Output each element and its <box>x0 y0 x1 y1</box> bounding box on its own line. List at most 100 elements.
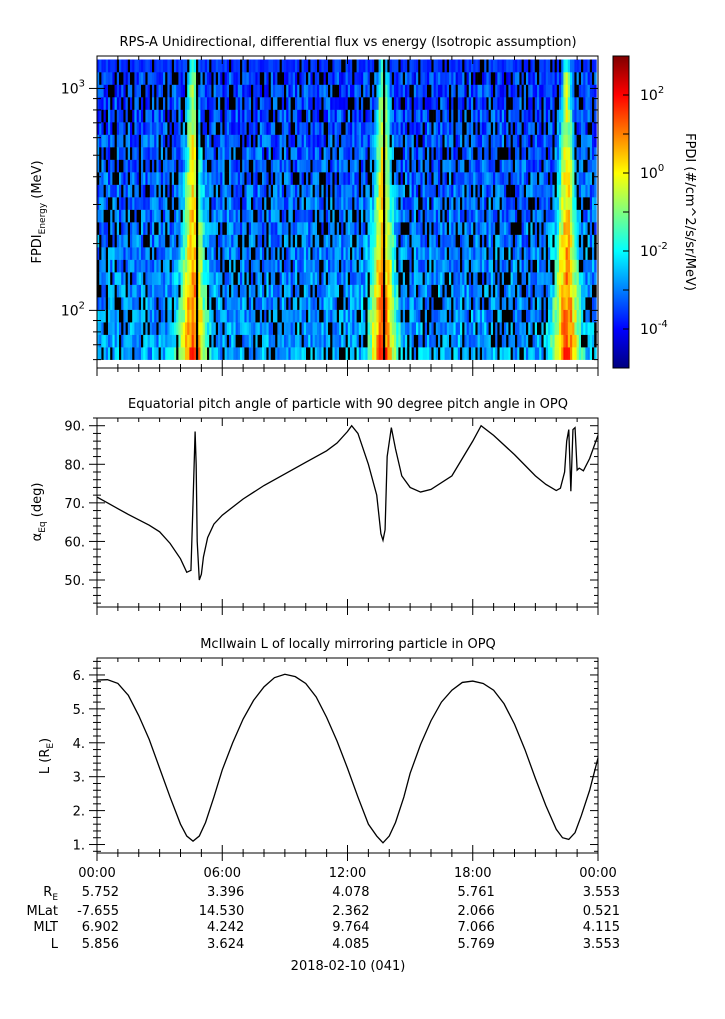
spectrogram-cell <box>277 334 280 348</box>
spectrogram-cell <box>253 184 256 198</box>
spectrogram-cell <box>405 272 408 285</box>
spectrogram-cell <box>385 234 388 248</box>
spectrogram-cell <box>528 234 531 248</box>
spectrogram-cell <box>429 184 432 198</box>
spectrogram-cell <box>163 222 166 235</box>
spectrogram-cell <box>464 322 467 335</box>
spectrogram-cell <box>534 97 538 110</box>
spectrogram-cell <box>114 272 118 285</box>
spectrogram-cell <box>550 97 553 110</box>
spectrogram-cell <box>121 84 124 98</box>
spectrogram-cell <box>158 247 162 260</box>
spectrogram-cell <box>534 159 538 173</box>
spectrogram-cell <box>339 172 342 185</box>
spectrogram-cell <box>138 197 142 210</box>
spectrogram-cell <box>246 172 250 185</box>
spectrogram-cell <box>394 134 397 148</box>
spectrogram-cell <box>477 297 481 310</box>
spectrogram-cell <box>187 297 190 310</box>
spectrogram-cell <box>482 234 485 248</box>
spectrogram-cell <box>112 159 115 173</box>
spectrogram-cell <box>218 322 221 335</box>
spectrogram-cell <box>407 222 410 235</box>
spectrogram-cell <box>488 234 492 248</box>
spectrogram-cell <box>341 322 344 335</box>
spectrogram-cell <box>380 209 384 223</box>
spectrogram-cell <box>103 309 107 323</box>
spectrogram-cell <box>420 197 423 210</box>
spectrogram-cell <box>512 84 516 98</box>
spectrogram-cell <box>385 284 388 298</box>
spectrogram-cell <box>141 222 144 235</box>
spectrogram-cell <box>308 259 311 273</box>
spectrogram-cell <box>372 72 375 85</box>
spectrogram-cell <box>185 172 188 185</box>
spectrogram-cell <box>121 284 124 298</box>
spectrogram-cell <box>444 272 448 285</box>
spectrogram-cell <box>369 284 373 298</box>
spectrogram-cell <box>396 247 399 260</box>
spectrogram-cell <box>501 159 505 173</box>
spectrogram-cell <box>284 209 287 223</box>
spectrogram-cell <box>389 184 393 198</box>
spectrogram-cell <box>334 309 338 323</box>
spectrogram-cell <box>400 284 404 298</box>
spectrogram-cell <box>297 172 300 185</box>
spectrogram-cell <box>202 247 206 260</box>
spectrogram-cell <box>396 297 399 310</box>
spectrogram-cell <box>411 184 415 198</box>
spectrogram-cell <box>273 322 276 335</box>
spectrogram-cell <box>354 234 357 248</box>
spectrogram-cell <box>266 134 269 148</box>
spectrogram-cell <box>367 322 371 335</box>
spectrogram-cell <box>548 234 551 248</box>
spectrogram-cell <box>240 147 243 160</box>
spectrogram-cell <box>385 334 388 348</box>
spectrogram-cell <box>202 147 206 160</box>
spectrogram-cell <box>460 309 463 323</box>
spectrogram-cell <box>530 309 533 323</box>
spectrogram-cell <box>215 59 219 73</box>
spectrogram-cell <box>158 184 162 198</box>
spectrogram-cell <box>248 72 252 85</box>
spectrogram-cell <box>367 247 371 260</box>
spectrogram-cell <box>541 334 544 348</box>
spectrogram-cell <box>321 297 324 310</box>
spectrogram-cell <box>209 297 212 310</box>
spectrogram-cell <box>222 309 225 323</box>
spectrogram-cell <box>235 122 239 135</box>
spectrogram-cell <box>319 72 322 85</box>
spectrogram-cell <box>537 59 540 73</box>
spectrogram-cell <box>215 247 219 260</box>
spectrogram-cell <box>110 159 113 173</box>
spectrogram-cell <box>484 72 487 85</box>
spectrogram-cell <box>376 59 379 73</box>
spectrogram-cell <box>178 347 181 360</box>
spectrogram-cell <box>420 84 423 98</box>
spectrogram-cell <box>160 122 164 135</box>
spectrogram-cell <box>433 222 437 235</box>
spectrogram-cell <box>244 297 247 310</box>
spectrogram-cell <box>510 184 514 198</box>
spectrogram-cell <box>501 59 505 73</box>
spectrogram-cell <box>493 234 496 248</box>
spectrogram-cell <box>321 159 324 173</box>
spectrogram-cell <box>490 84 494 98</box>
spectrogram-cell <box>207 322 210 335</box>
spectrogram-cell <box>477 172 481 185</box>
spectrogram-cell <box>400 97 404 110</box>
spectrogram-cell <box>270 234 274 248</box>
spectrogram-cell <box>312 234 316 248</box>
spectrogram-cell <box>541 284 544 298</box>
spectrogram-cell <box>182 322 186 335</box>
spectrogram-cell <box>308 159 311 173</box>
spectrogram-cell <box>110 72 113 85</box>
spectrogram-cell <box>156 172 159 185</box>
spectrogram-cell <box>218 222 221 235</box>
spectrogram-cell <box>394 72 397 85</box>
spectrogram-cell <box>182 134 186 148</box>
spectrogram-cell <box>268 84 272 98</box>
spectrogram-cell <box>237 109 241 123</box>
spectrogram-cell <box>222 84 225 98</box>
spectrogram-cell <box>510 322 514 335</box>
